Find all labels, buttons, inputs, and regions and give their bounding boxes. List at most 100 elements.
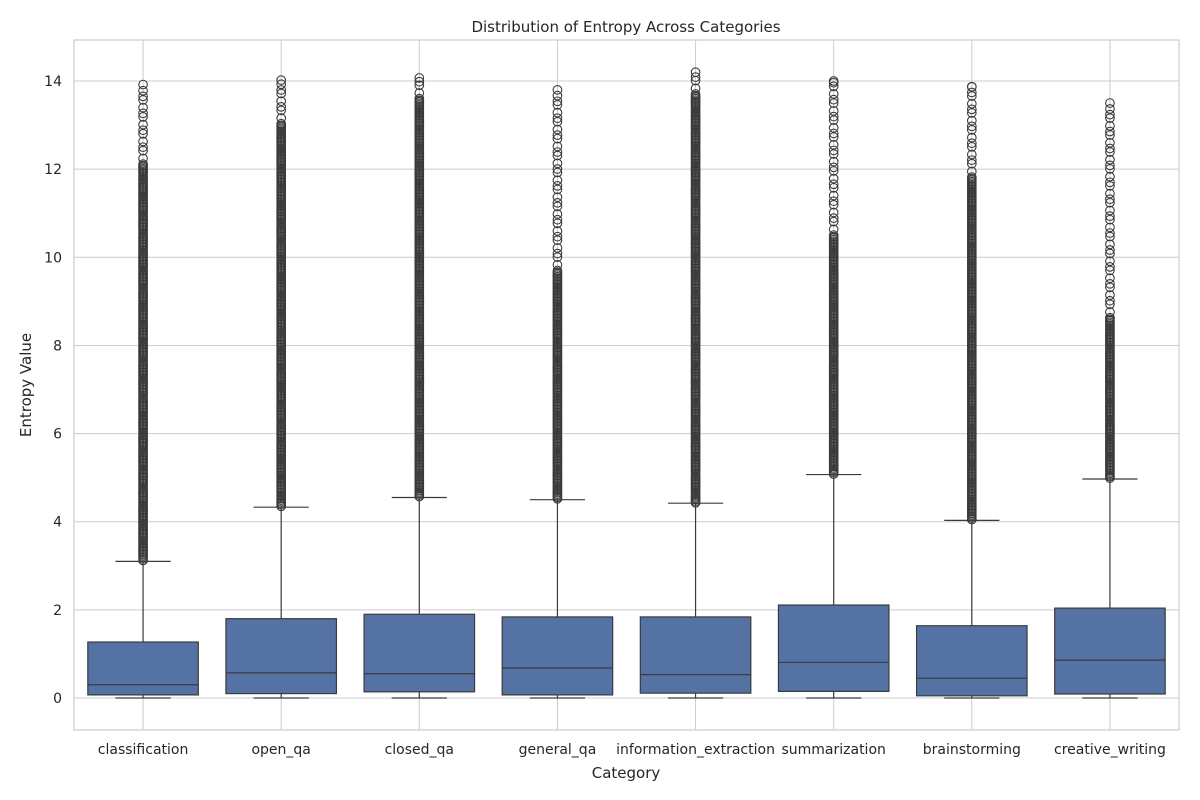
- outlier-point: [966, 91, 977, 101]
- outlier-point: [552, 130, 563, 140]
- outlier-point: [828, 139, 839, 150]
- outlier-point: [552, 218, 563, 229]
- outlier-point: [966, 172, 977, 182]
- outlier-point: [1105, 239, 1115, 250]
- outlier-point: [138, 79, 148, 90]
- outlier-point: [1105, 180, 1115, 191]
- outlier-point: [1105, 312, 1115, 323]
- outlier-point: [1105, 130, 1115, 140]
- outlier-point: [966, 158, 977, 169]
- outlier-point: [1105, 265, 1115, 276]
- outlier-point: [690, 89, 701, 99]
- outlier-point: [138, 91, 148, 102]
- outlier-point: [828, 149, 839, 159]
- outlier-point: [138, 128, 148, 139]
- outlier-point: [552, 133, 563, 144]
- outlier-point: [1105, 104, 1115, 114]
- outlier-point: [414, 76, 425, 87]
- outlier-point: [1105, 307, 1115, 317]
- x-tick-label: information_extraction: [616, 742, 775, 758]
- outliers: [276, 75, 287, 512]
- boxplot-information_extraction: [639, 67, 752, 699]
- outlier-point: [138, 136, 148, 147]
- outlier-point: [1105, 295, 1115, 306]
- outlier-point: [552, 243, 563, 253]
- iqr-box: [501, 616, 614, 696]
- x-tick-label: brainstorming: [923, 742, 1021, 758]
- outliers: [966, 81, 977, 525]
- outlier-point: [966, 132, 977, 143]
- y-axis-label: Entropy Value: [17, 333, 35, 437]
- outlier-point: [828, 230, 839, 240]
- outlier-point: [828, 156, 839, 167]
- outlier-point: [1105, 126, 1115, 137]
- boxplot-summarization: [777, 76, 890, 699]
- outlier-point: [552, 260, 563, 270]
- outlier-point: [828, 89, 839, 99]
- outlier-point: [1105, 245, 1115, 255]
- outlier-point: [828, 123, 839, 133]
- outlier-point: [966, 115, 977, 126]
- outlier-point: [276, 79, 287, 90]
- outlier-point: [828, 132, 839, 142]
- boxplot-brainstorming: [915, 81, 1028, 699]
- boxplot-general_qa: [501, 84, 614, 699]
- plot-frame: [73, 39, 1180, 731]
- outlier-point: [138, 119, 148, 130]
- outlier-point: [1105, 248, 1115, 259]
- x-tick-label: summarization: [781, 742, 885, 758]
- outlier-point: [828, 128, 839, 139]
- outlier-point: [966, 108, 977, 118]
- outlier-point: [552, 201, 563, 212]
- outlier-point: [1105, 147, 1115, 157]
- outlier-point: [828, 106, 839, 116]
- iqr-box: [777, 604, 890, 692]
- outlier-point: [552, 214, 563, 225]
- outlier-point: [552, 141, 563, 152]
- outlier-point: [1105, 222, 1115, 233]
- outlier-point: [1105, 143, 1115, 154]
- outlier-point: [1105, 98, 1115, 108]
- outlier-point: [828, 182, 839, 193]
- outlier-point: [828, 224, 839, 235]
- outlier-point: [414, 73, 425, 83]
- outlier-point: [276, 88, 287, 99]
- outlier-point: [1105, 214, 1115, 225]
- outlier-point: [552, 90, 563, 101]
- outlier-point: [828, 111, 839, 122]
- outlier-point: [828, 190, 839, 201]
- outlier-point: [138, 142, 148, 153]
- chart-title: Distribution of Entropy Across Categorie…: [471, 18, 780, 36]
- outliers: [414, 73, 425, 502]
- outlier-point: [552, 175, 563, 186]
- outlier-point: [966, 155, 977, 166]
- outlier-point: [828, 213, 839, 223]
- outlier-point: [552, 184, 563, 195]
- outlier-point: [1105, 137, 1115, 148]
- outlier-point: [1105, 299, 1115, 310]
- outlier-point: [552, 192, 563, 203]
- boxplot-creative_writing: [1054, 98, 1166, 699]
- outlier-point: [1105, 211, 1115, 221]
- outlier-point: [828, 94, 839, 105]
- outlier-point: [1105, 160, 1115, 171]
- outlier-point: [552, 116, 563, 127]
- outlier-point: [828, 179, 839, 190]
- iqr-box: [225, 618, 338, 695]
- outlier-point: [828, 199, 839, 210]
- outlier-point: [276, 113, 287, 123]
- outlier-point: [276, 96, 287, 107]
- x-tick-label: general_qa: [519, 742, 597, 758]
- outlier-point: [828, 207, 839, 218]
- outlier-point: [966, 104, 977, 115]
- outlier-point: [966, 98, 977, 109]
- outlier-point: [1105, 197, 1115, 208]
- y-tick-label: 4: [53, 515, 62, 531]
- iqr-box: [363, 613, 476, 693]
- outlier-point: [1105, 113, 1115, 123]
- y-tick-label: 14: [44, 74, 62, 90]
- outliers: [690, 67, 701, 508]
- outlier-point: [552, 147, 563, 157]
- outlier-point: [138, 159, 148, 169]
- outlier-point: [966, 138, 977, 149]
